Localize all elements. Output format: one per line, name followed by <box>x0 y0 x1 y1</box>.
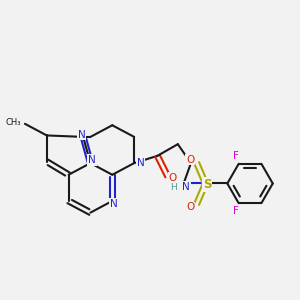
Text: N: N <box>88 155 96 165</box>
Text: CH₃: CH₃ <box>5 118 20 127</box>
Text: F: F <box>233 206 239 216</box>
Text: O: O <box>186 202 194 212</box>
Text: F: F <box>233 151 239 161</box>
Text: S: S <box>203 178 211 190</box>
Text: O: O <box>186 154 194 165</box>
Text: H: H <box>170 183 177 192</box>
Text: N: N <box>78 130 86 140</box>
Text: N: N <box>182 182 190 192</box>
Text: N: N <box>137 158 144 168</box>
Text: O: O <box>169 173 177 183</box>
Text: N: N <box>110 199 118 209</box>
